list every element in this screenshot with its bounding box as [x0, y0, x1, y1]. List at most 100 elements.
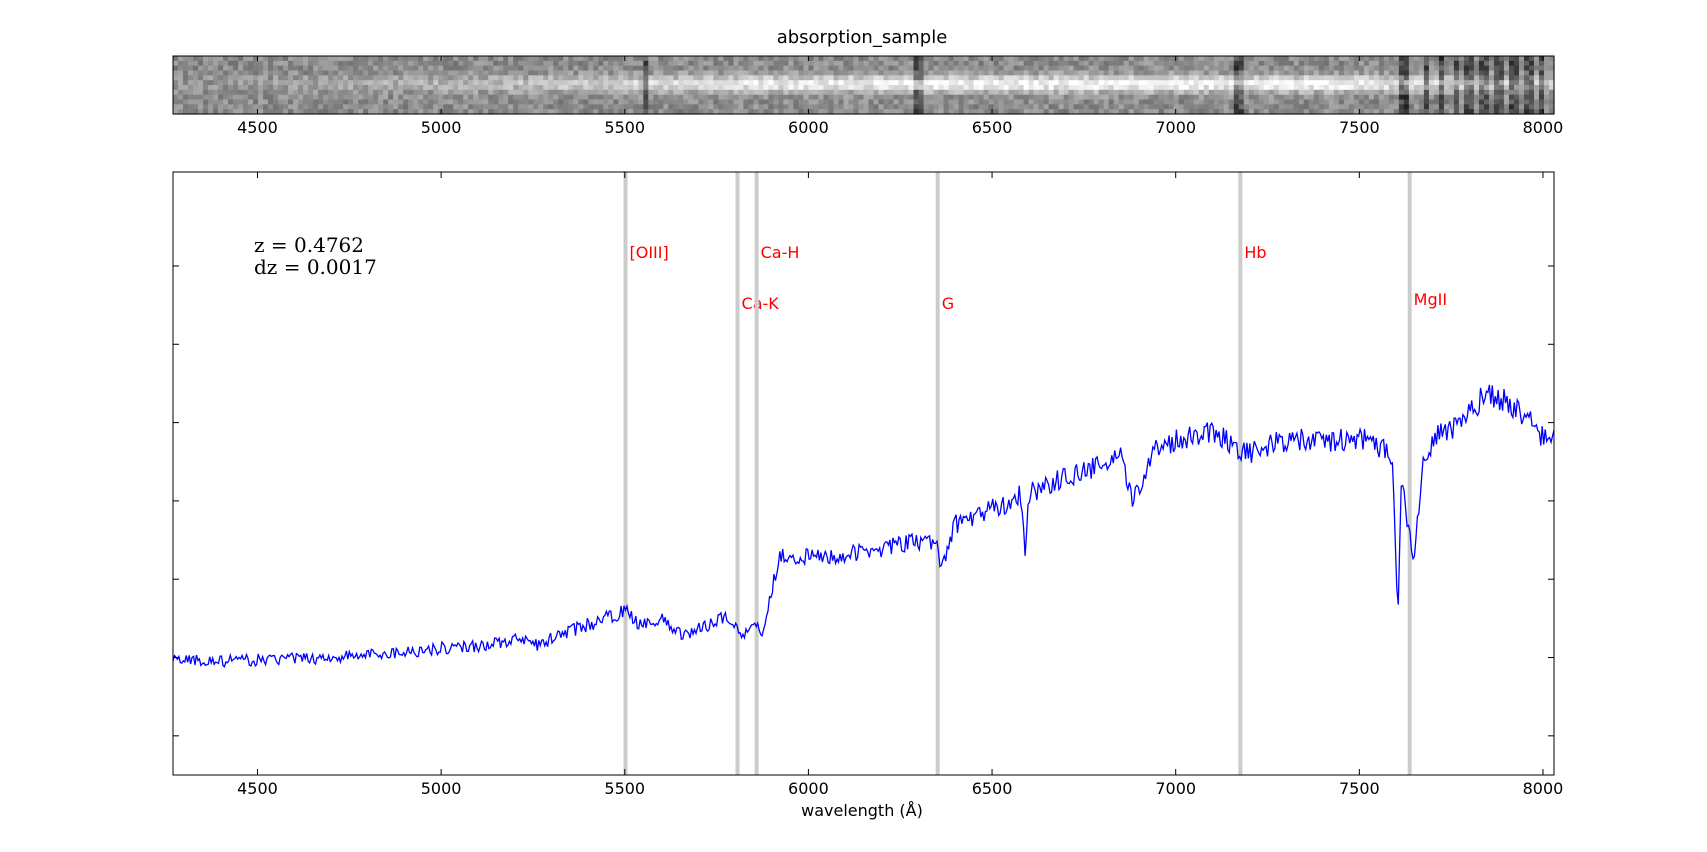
image-pixel [778, 89, 785, 96]
image-pixel [703, 75, 709, 81]
image-pixel [1033, 56, 1040, 62]
image-pixel [418, 89, 424, 96]
image-pixel [238, 70, 244, 76]
image-pixel [1433, 99, 1440, 105]
image-pixel [1183, 60, 1190, 67]
image-pixel [708, 104, 714, 110]
image-pixel [883, 94, 890, 101]
image-pixel [493, 109, 499, 115]
image-pixel [588, 99, 594, 105]
image-pixel [358, 75, 364, 81]
image-pixel [1323, 70, 1330, 76]
image-pixel [1208, 80, 1215, 86]
image-pixel [1208, 104, 1215, 110]
image-pixel [1063, 75, 1070, 81]
image-pixel [218, 75, 224, 81]
image-pixel [758, 70, 765, 76]
image-pixel [1483, 99, 1490, 105]
image-pixel [898, 99, 905, 105]
image-pixel [1048, 104, 1055, 110]
image-pixel [638, 94, 644, 101]
image-pixel [1108, 70, 1115, 76]
image-pixel [553, 65, 559, 72]
image-pixel [643, 99, 649, 105]
image-pixel [713, 65, 719, 72]
image-pixel [648, 75, 654, 81]
image-pixel [1258, 75, 1265, 81]
image-pixel [1503, 99, 1510, 105]
image-pixel [763, 75, 770, 81]
image-pixel [1193, 99, 1200, 105]
image-pixel [533, 65, 539, 72]
image-pixel [598, 60, 604, 67]
image-pixel [493, 70, 499, 76]
image-pixel [583, 60, 589, 67]
image-pixel [1123, 75, 1130, 81]
image-pixel [768, 75, 775, 81]
image-pixel [868, 60, 875, 67]
image-pixel [818, 56, 825, 62]
image-pixel [1073, 65, 1080, 72]
image-pixel [268, 104, 274, 110]
image-pixel [1053, 89, 1060, 96]
image-pixel [693, 56, 699, 62]
image-pixel [768, 60, 775, 67]
image-pixel [403, 109, 409, 115]
image-pixel [198, 104, 204, 110]
image-pixel [933, 80, 940, 86]
image-pixel [218, 104, 224, 110]
image-pixel [468, 104, 474, 110]
image-pixel [1213, 60, 1220, 67]
image-pixel [783, 80, 790, 86]
image-pixel [458, 56, 464, 62]
image-pixel [923, 70, 930, 76]
image-pixel [1153, 75, 1160, 81]
image-pixel [268, 60, 274, 67]
image-pixel [583, 70, 589, 76]
image-pixel [1073, 70, 1080, 76]
image-pixel [1458, 104, 1465, 110]
image-pixel [593, 65, 599, 72]
image-pixel [833, 99, 840, 105]
image-pixel [728, 104, 734, 110]
image-pixel [528, 60, 534, 67]
image-pixel [373, 65, 379, 72]
image-pixel [618, 109, 624, 115]
image-pixel [258, 85, 264, 91]
image-pixel [238, 56, 244, 62]
image-pixel [1533, 99, 1540, 105]
image-pixel [963, 94, 970, 101]
image-pixel [603, 65, 609, 72]
image-pixel [183, 99, 189, 105]
image-pixel [1063, 70, 1070, 76]
image-pixel [333, 94, 339, 101]
image-pixel [1398, 56, 1405, 62]
image-pixel [1058, 94, 1065, 101]
image-pixel [703, 65, 709, 72]
image-pixel [368, 80, 374, 86]
image-pixel [513, 70, 519, 76]
image-pixel [893, 89, 900, 96]
image-pixel [673, 75, 679, 81]
image-pixel [1123, 56, 1130, 62]
image-pixel [748, 89, 755, 96]
image-pixel [543, 65, 549, 72]
image-pixel [623, 85, 629, 91]
image-pixel [553, 80, 559, 86]
image-pixel [898, 94, 905, 101]
image-pixel [533, 80, 539, 86]
image-pixel [743, 70, 750, 76]
image-pixel [1078, 70, 1085, 76]
image-pixel [398, 70, 404, 76]
image-pixel [1173, 109, 1180, 115]
image-pixel [1313, 65, 1320, 72]
image-pixel [858, 80, 865, 86]
image-pixel [188, 56, 194, 62]
image-pixel [833, 80, 840, 86]
image-pixel [958, 94, 965, 101]
image-pixel [503, 75, 509, 81]
image-pixel [1168, 70, 1175, 76]
image-pixel [1113, 109, 1120, 115]
image-pixel [623, 65, 629, 72]
image-pixel [1198, 60, 1205, 67]
